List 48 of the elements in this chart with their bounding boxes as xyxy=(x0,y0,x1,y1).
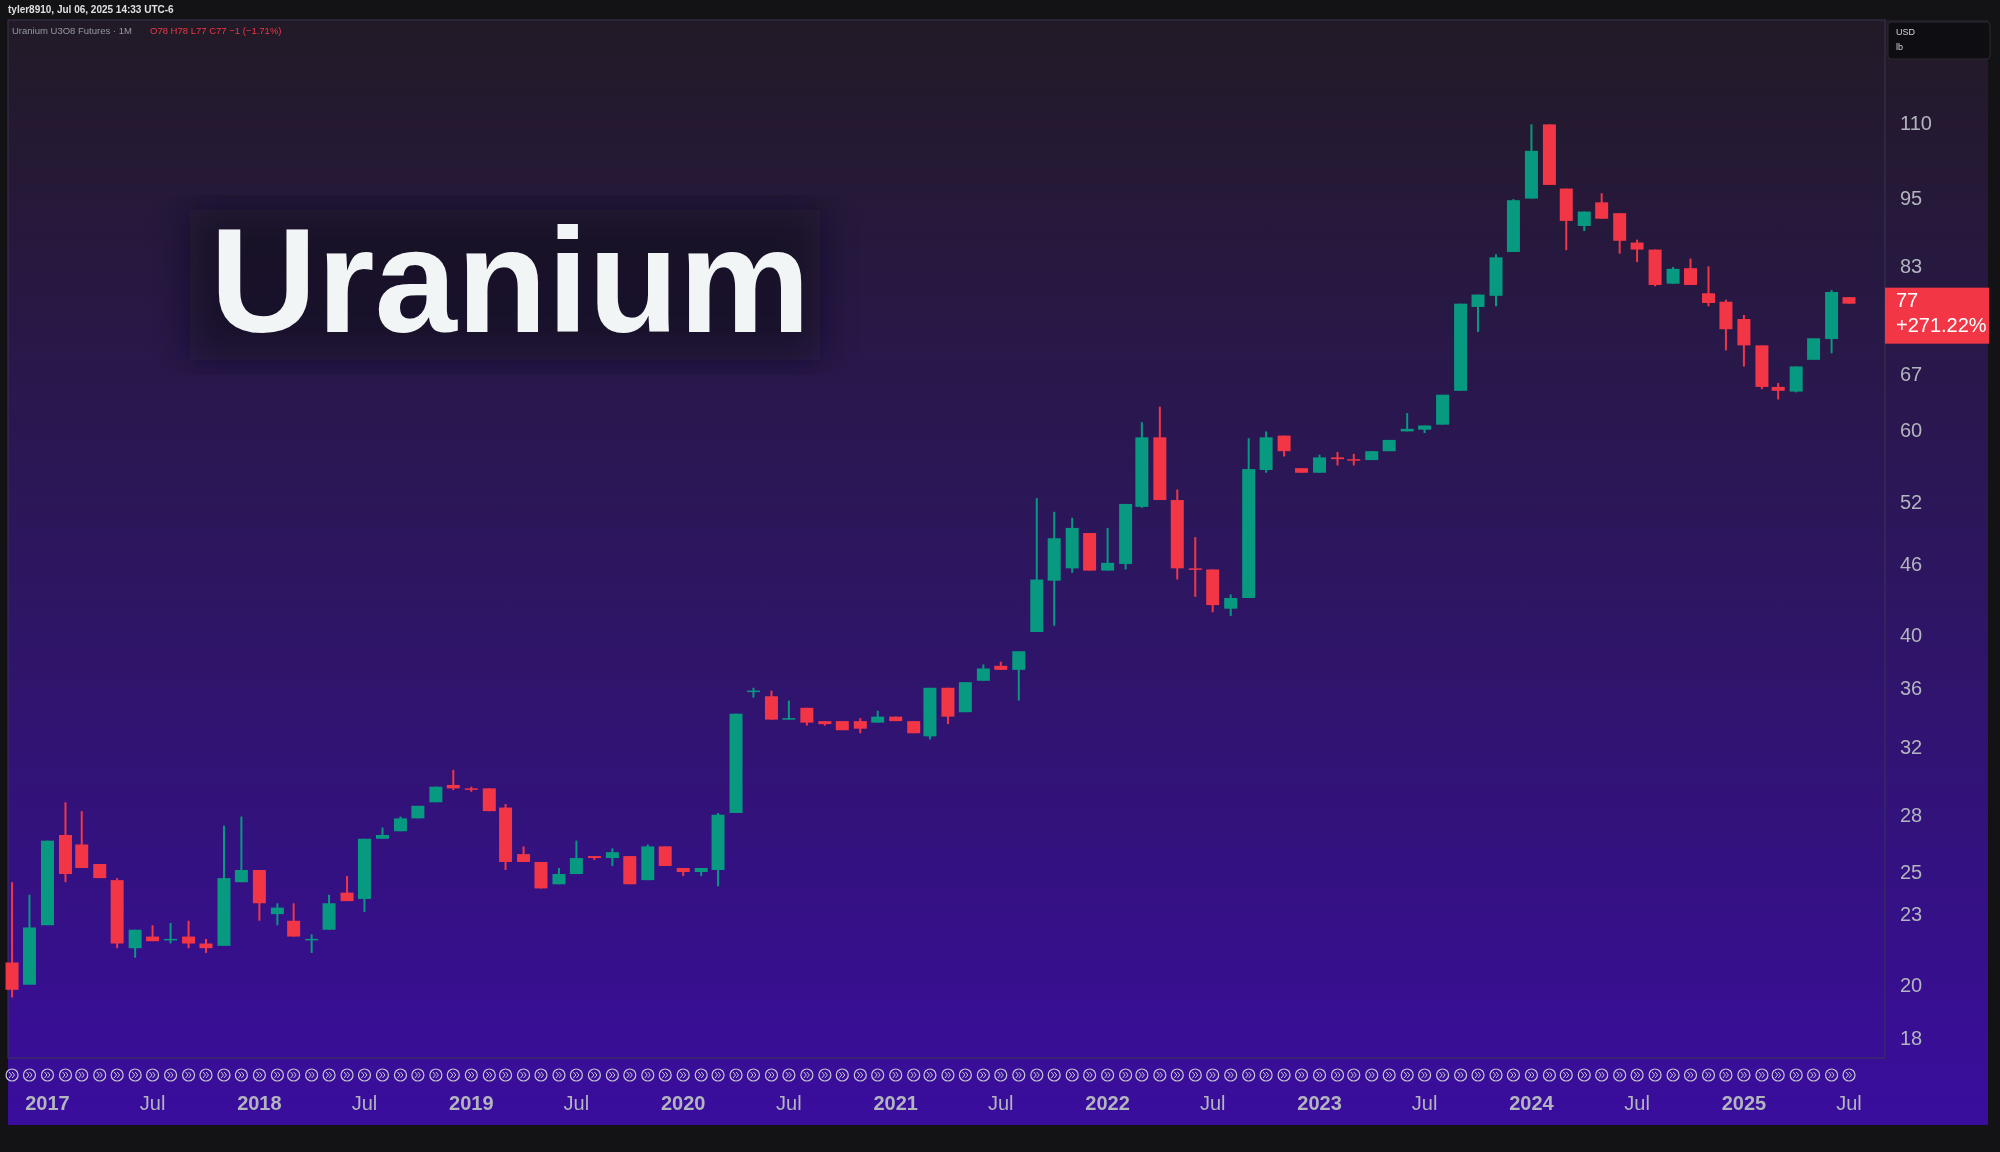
candlestick xyxy=(782,699,796,721)
y-tick-label: 83 xyxy=(1900,254,1923,277)
x-tick-label: Jul xyxy=(1836,1092,1862,1114)
y-tick-label: 20 xyxy=(1900,973,1923,996)
candlestick xyxy=(1331,451,1345,467)
candlestick xyxy=(1188,536,1202,598)
text: 77 xyxy=(1896,288,1919,311)
x-tick-label: Jul xyxy=(1624,1092,1650,1114)
x-tick-label: 2017 xyxy=(25,1092,70,1114)
text: +271.22% xyxy=(1896,313,1987,336)
annotation: O78 H78 L77 C77 −1 (−1.71%) xyxy=(150,25,282,36)
y-tick-label: 110 xyxy=(1900,112,1932,135)
x-tick-label: Jul xyxy=(987,1092,1014,1114)
y-tick-label: 60 xyxy=(1900,418,1923,441)
x-tick-label: Jul xyxy=(776,1092,802,1114)
x-tick-label: 2022 xyxy=(1085,1092,1130,1114)
x-tick-label: 2018 xyxy=(237,1092,282,1114)
candlestick xyxy=(1295,467,1309,474)
candlestick xyxy=(1842,296,1856,305)
x-tick-label: 2019 xyxy=(449,1092,494,1114)
y-tick-label: 46 xyxy=(1900,552,1923,575)
y-tick-label: 36 xyxy=(1900,676,1923,699)
x-tick-label: 2024 xyxy=(1509,1092,1555,1114)
candlestick xyxy=(1347,452,1361,467)
candlestick xyxy=(375,826,389,840)
x-tick-label: 2020 xyxy=(660,1092,706,1114)
x-tick-label: Jul xyxy=(351,1092,378,1114)
y-tick-label: 95 xyxy=(1900,186,1923,209)
y-tick-label: 52 xyxy=(1900,490,1923,513)
y-axis-title: USD lb xyxy=(1896,27,1916,52)
y-tick-label: 40 xyxy=(1900,623,1923,646)
x-tick-label: 2023 xyxy=(1297,1092,1342,1114)
y-tick-label: 23 xyxy=(1900,903,1923,926)
x-tick-label: Jul xyxy=(1411,1092,1438,1114)
x-tick-label: Jul xyxy=(563,1092,590,1114)
candlestick xyxy=(464,785,478,793)
y-tick-label: 18 xyxy=(1900,1026,1923,1049)
y-tick-label: 32 xyxy=(1900,736,1923,759)
x-tick-label: Jul xyxy=(1199,1092,1226,1114)
candlestick xyxy=(853,717,867,735)
text: tyler8910, Jul 06, 2025 14:33 UTC-6 xyxy=(8,4,175,15)
x-tick-label: Jul xyxy=(139,1092,166,1114)
y-tick-label: 28 xyxy=(1900,803,1923,826)
text: Uranium U3O8 Futures · 1M xyxy=(12,25,132,36)
y-tick-label: 67 xyxy=(1900,362,1923,385)
x-tick-label: 2021 xyxy=(873,1092,918,1114)
x-tick-label: 2025 xyxy=(1721,1092,1767,1114)
y-tick-label: 25 xyxy=(1900,861,1923,883)
